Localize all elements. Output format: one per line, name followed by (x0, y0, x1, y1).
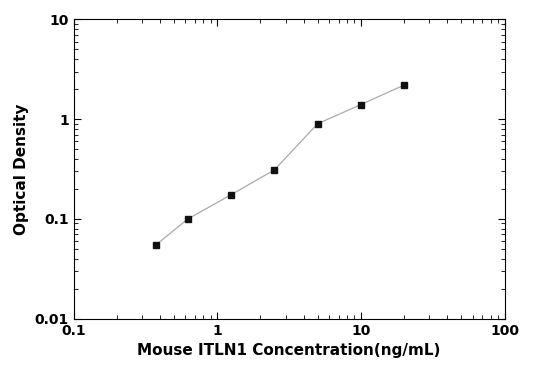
X-axis label: Mouse ITLN1 Concentration(ng/mL): Mouse ITLN1 Concentration(ng/mL) (138, 343, 441, 358)
Y-axis label: Optical Density: Optical Density (14, 103, 29, 235)
